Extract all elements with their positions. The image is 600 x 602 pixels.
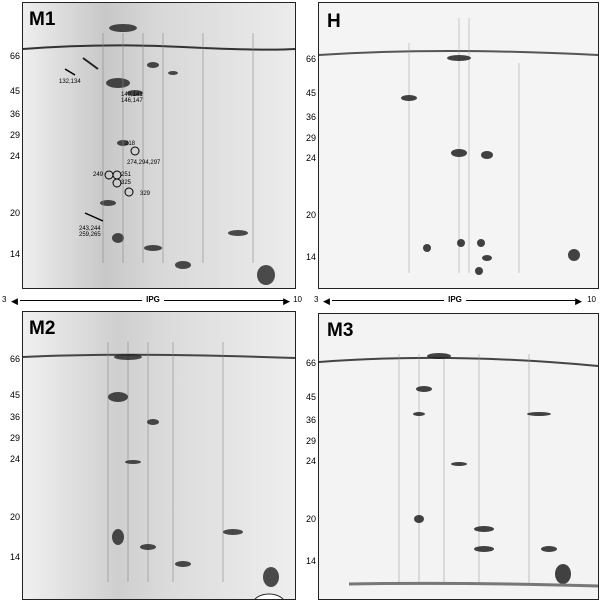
ipg-low-label: 3 [2,295,7,304]
mw-tick: 66 [305,54,316,64]
mw-tick: 14 [9,552,20,562]
mw-tick: 14 [9,249,20,259]
annotation-274-294-297: 274,294,297 [127,160,161,166]
mw-tick: 20 [305,514,316,524]
panel-label-m2: M2 [29,318,56,339]
ipg-axis-m1: 3 ◀ IPG ▶ 10 [2,295,302,307]
ipg-low-label: 3 [314,295,319,304]
arrow-right-icon: ▶ [283,296,290,306]
panel-label-m3: M3 [327,320,354,341]
gel-panel-m2: M2 [22,311,296,600]
mw-tick: 66 [9,51,20,61]
arrow-left-icon: ◀ [11,296,18,306]
gel-panel-m3: M3 [318,313,599,600]
mw-tick: 29 [305,436,316,446]
mw-tick: 66 [9,354,20,364]
mw-tick: 20 [9,512,20,522]
gel-image-m3 [319,314,598,599]
annotation-249: 249 [93,172,104,178]
mw-tick: 45 [305,392,316,402]
ipg-title: IPG [142,295,164,304]
annotation-251: 251 [121,172,132,178]
mw-tick: 20 [305,210,316,220]
ipg-axis-h: 3 ◀ IPG ▶ 10 [314,295,596,307]
annotation-140-147: 140,141 146,147 [121,92,143,104]
mw-tick: 45 [305,88,316,98]
mw-tick: 66 [305,358,316,368]
mw-tick: 14 [305,252,316,262]
ipg-title: IPG [444,295,466,304]
annotation-243-265: 243,244 259,265 [79,226,101,238]
annotation-132-134: 132,134 [59,79,81,85]
annotation-218: 218 [125,141,136,147]
arrow-right-icon: ▶ [575,296,582,306]
panel-label-h: H [327,11,341,32]
mw-tick: 24 [9,151,20,161]
gel-panel-h: H [318,2,599,289]
mw-tick: 36 [305,112,316,122]
mw-tick: 29 [9,433,20,443]
mw-tick: 24 [305,456,316,466]
mw-tick: 20 [9,208,20,218]
ipg-high-label: 10 [293,295,302,304]
mw-tick: 36 [305,415,316,425]
mw-tick: 29 [9,130,20,140]
arrow-left-icon: ◀ [323,296,330,306]
mw-tick: 24 [305,153,316,163]
gel-image-m1 [23,3,295,288]
mw-tick: 45 [9,86,20,96]
mw-tick: 24 [9,454,20,464]
annotation-329: 329 [140,191,151,197]
panel-label-m1: M1 [29,9,56,30]
mw-tick: 45 [9,390,20,400]
mw-tick: 29 [305,133,316,143]
mw-tick: 36 [9,412,20,422]
mw-tick: 14 [305,556,316,566]
ipg-high-label: 10 [587,295,596,304]
annotation-325: 325 [121,180,132,186]
mw-tick: 36 [9,109,20,119]
gel-panel-m1: M1 132,134 140,141 146,147 218 274,294,29… [22,2,296,289]
gel-image-h [319,3,598,288]
gel-image-m2 [23,312,295,599]
